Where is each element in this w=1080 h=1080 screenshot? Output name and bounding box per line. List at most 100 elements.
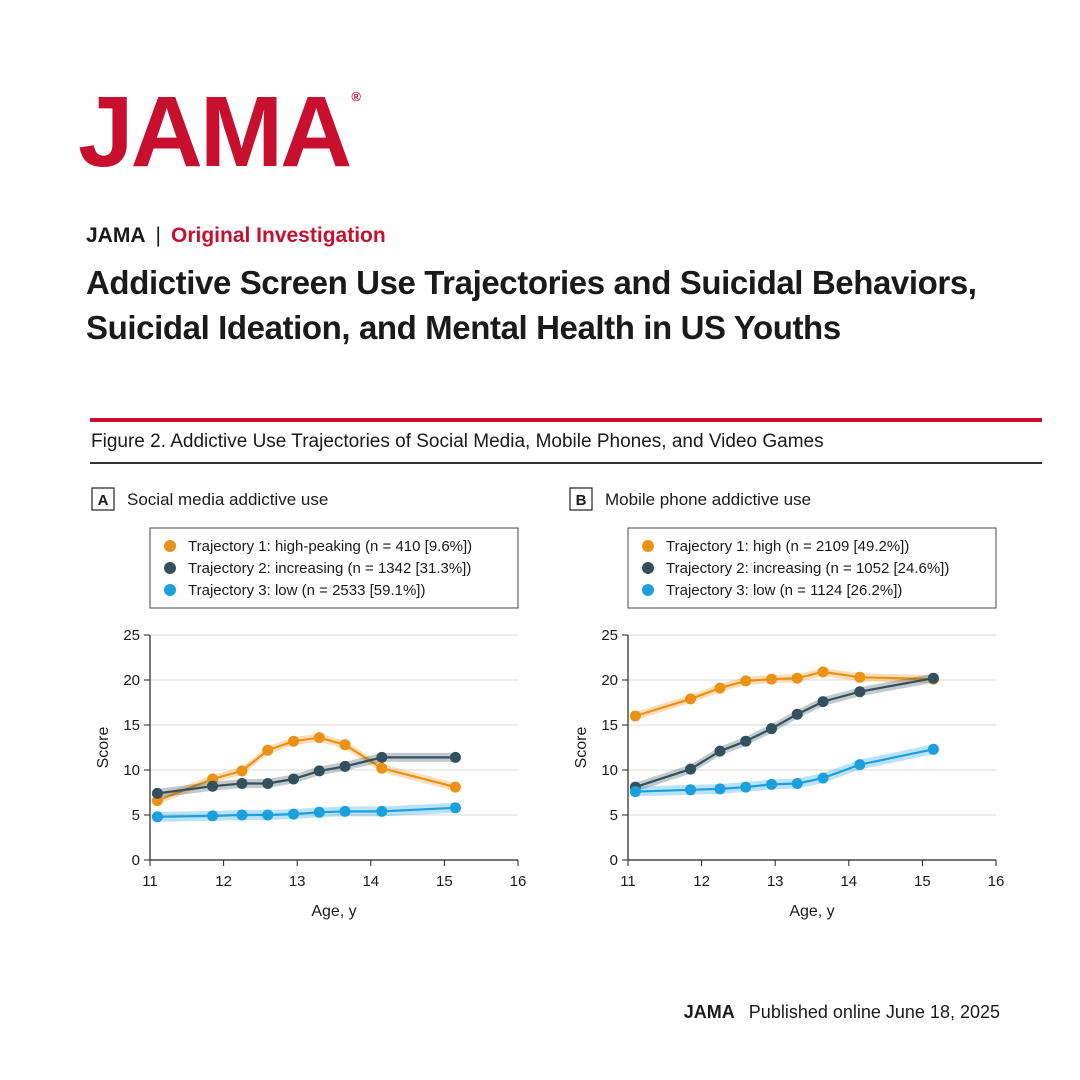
data-point — [151, 787, 163, 799]
data-point — [685, 784, 697, 796]
data-point — [927, 672, 939, 684]
article-section: Original Investigation — [170, 224, 386, 247]
y-tick-label: 5 — [610, 807, 618, 824]
data-point — [817, 772, 829, 784]
data-point — [207, 810, 219, 822]
data-point — [685, 763, 697, 775]
article-title: Addictive Screen Use Trajectories and Su… — [86, 264, 977, 346]
journal-kicker: JAMA | Original Investigation — [86, 224, 386, 248]
legend-label: Trajectory 2: increasing (n = 1052 [24.6… — [666, 560, 949, 577]
confidence-band — [157, 733, 456, 805]
data-point — [449, 781, 461, 793]
data-point — [376, 805, 388, 817]
x-axis-label: Age, y — [789, 903, 834, 920]
data-point — [817, 696, 829, 708]
data-point — [927, 743, 939, 755]
figure-title-rule — [90, 462, 1042, 464]
confidence-band — [635, 673, 934, 792]
data-point — [376, 762, 388, 774]
y-tick-label: 0 — [132, 852, 140, 869]
panel-mobile-phone: B Mobile phone addictive use Trajectory 1:… — [569, 487, 1004, 920]
legend-label: Trajectory 1: high-peaking (n = 410 [9.6… — [188, 538, 472, 555]
data-point — [791, 778, 803, 789]
data-point — [740, 735, 752, 747]
data-point — [629, 786, 641, 798]
data-point — [207, 780, 219, 792]
y-tick-label: 10 — [123, 762, 140, 779]
data-point — [339, 805, 351, 817]
legend-marker — [164, 540, 176, 552]
data-point — [313, 732, 325, 744]
data-point — [262, 744, 274, 756]
data-point — [313, 806, 325, 818]
x-tick-label: 16 — [510, 873, 527, 890]
data-point — [449, 751, 461, 763]
figure-title: Figure 2. Addictive Use Trajectories of … — [91, 431, 824, 452]
data-point — [288, 808, 300, 820]
data-point — [376, 751, 388, 763]
data-point — [740, 781, 752, 793]
y-tick-label: 25 — [123, 627, 140, 644]
data-point — [339, 760, 351, 772]
x-tick-label: 13 — [767, 873, 784, 890]
confidence-band — [635, 667, 934, 721]
y-tick-label: 20 — [601, 672, 618, 689]
panel-title: Social media addictive use — [127, 490, 328, 509]
legend-label: Trajectory 3: low (n = 2533 [59.1%]) — [188, 582, 425, 599]
jama-logo: JAMA ® — [78, 82, 361, 182]
x-tick-label: 14 — [362, 873, 379, 890]
registered-mark: ® — [351, 89, 361, 104]
legend-box — [149, 527, 519, 609]
data-point — [236, 809, 248, 821]
y-axis-label: Score — [95, 727, 112, 769]
data-point — [714, 783, 726, 795]
y-tick-label: 15 — [123, 717, 140, 734]
data-point — [714, 745, 726, 757]
data-point — [288, 735, 300, 747]
data-point — [740, 675, 752, 687]
data-point — [236, 765, 248, 777]
data-point — [236, 778, 248, 789]
x-axis-label: Age, y — [311, 903, 356, 920]
y-axis-label: Score — [573, 727, 590, 769]
legend-label: Trajectory 2: increasing (n = 1342 [31.3… — [188, 560, 471, 577]
data-point — [791, 708, 803, 720]
data-point — [339, 739, 351, 751]
published-date: Published online June 18, 2025 — [748, 1002, 1000, 1022]
legend-marker — [164, 562, 176, 574]
figure-panels: A Social media addictive use Trajectory 1:… — [91, 487, 1004, 920]
data-point — [854, 671, 866, 683]
y-tick-label: 15 — [601, 717, 618, 734]
x-tick-label: 13 — [289, 873, 306, 890]
panel-social-media: A Social media addictive use Trajectory 1:… — [91, 487, 527, 920]
y-tick-label: 25 — [601, 627, 618, 644]
data-point — [313, 765, 325, 777]
x-tick-label: 11 — [620, 873, 636, 890]
figure-top-rule — [90, 418, 1042, 422]
y-tick-label: 0 — [610, 852, 618, 869]
data-point — [629, 710, 641, 722]
x-tick-label: 11 — [142, 873, 158, 890]
legend-label: Trajectory 1: high (n = 2109 [49.2%]) — [666, 538, 909, 555]
x-tick-label: 14 — [840, 873, 857, 890]
panel-letter: A — [98, 492, 109, 509]
data-point — [766, 778, 778, 790]
data-point — [685, 693, 697, 705]
legend-marker — [164, 584, 176, 596]
data-point — [766, 723, 778, 735]
legend-marker — [642, 584, 654, 596]
data-point — [449, 802, 461, 814]
data-point — [288, 773, 300, 785]
panel-title: Mobile phone addictive use — [605, 490, 811, 509]
data-point — [791, 672, 803, 684]
footer-journal: JAMA — [683, 1002, 735, 1022]
data-point — [766, 673, 778, 685]
data-point — [151, 811, 163, 823]
data-point — [854, 686, 866, 698]
x-tick-label: 12 — [215, 873, 232, 890]
x-tick-label: 15 — [914, 873, 931, 890]
series-line — [635, 670, 934, 718]
data-point — [817, 666, 829, 678]
journal-name: JAMA — [86, 224, 146, 247]
kicker-separator: | — [155, 224, 161, 247]
